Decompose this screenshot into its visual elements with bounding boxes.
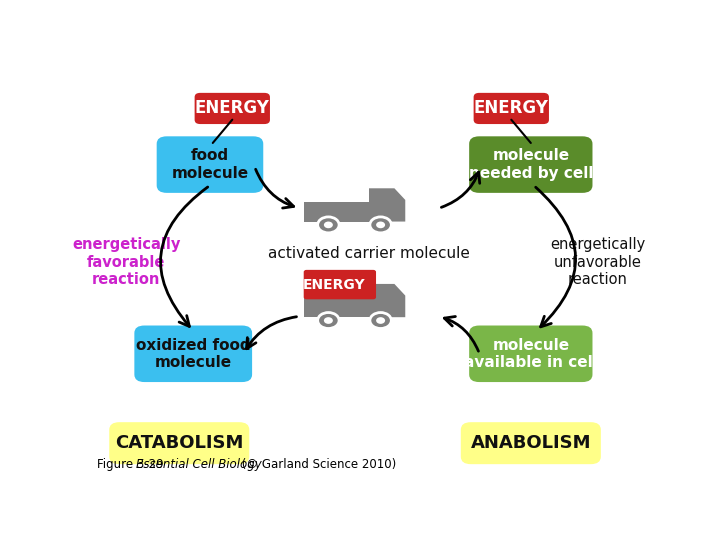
Circle shape bbox=[370, 313, 392, 328]
FancyBboxPatch shape bbox=[469, 326, 593, 382]
FancyBboxPatch shape bbox=[109, 422, 249, 464]
Text: molecule
needed by cell: molecule needed by cell bbox=[469, 148, 593, 181]
Text: Essential Cell Biology: Essential Cell Biology bbox=[136, 458, 261, 471]
Polygon shape bbox=[369, 188, 405, 221]
Text: ENERGY: ENERGY bbox=[474, 99, 549, 118]
Text: CATABOLISM: CATABOLISM bbox=[115, 434, 243, 452]
Circle shape bbox=[370, 217, 392, 233]
Bar bbox=[304, 201, 377, 221]
Text: energetically
unfavorable
reaction: energetically unfavorable reaction bbox=[550, 238, 645, 287]
Text: ANABOLISM: ANABOLISM bbox=[471, 434, 591, 452]
FancyBboxPatch shape bbox=[461, 422, 601, 464]
Text: (© Garland Science 2010): (© Garland Science 2010) bbox=[238, 458, 396, 471]
Text: Figure 3-29: Figure 3-29 bbox=[96, 458, 171, 471]
Text: ENERGY: ENERGY bbox=[195, 99, 270, 118]
Circle shape bbox=[376, 317, 385, 324]
Text: energetically
favorable
reaction: energetically favorable reaction bbox=[72, 238, 181, 287]
Circle shape bbox=[324, 317, 333, 324]
Text: molecule
available in cell: molecule available in cell bbox=[464, 338, 598, 370]
Circle shape bbox=[376, 221, 385, 228]
Text: oxidized food
molecule: oxidized food molecule bbox=[136, 338, 251, 370]
Circle shape bbox=[318, 217, 339, 233]
FancyBboxPatch shape bbox=[469, 136, 593, 193]
Circle shape bbox=[318, 313, 339, 328]
FancyBboxPatch shape bbox=[474, 93, 549, 124]
Text: food
molecule: food molecule bbox=[171, 148, 248, 181]
FancyBboxPatch shape bbox=[304, 270, 376, 299]
Text: activated carrier molecule: activated carrier molecule bbox=[268, 246, 470, 261]
FancyBboxPatch shape bbox=[135, 326, 252, 382]
FancyBboxPatch shape bbox=[157, 136, 264, 193]
Bar bbox=[304, 297, 377, 317]
Text: ENERGY: ENERGY bbox=[303, 278, 366, 292]
FancyBboxPatch shape bbox=[194, 93, 270, 124]
Polygon shape bbox=[369, 284, 405, 317]
Circle shape bbox=[324, 221, 333, 228]
